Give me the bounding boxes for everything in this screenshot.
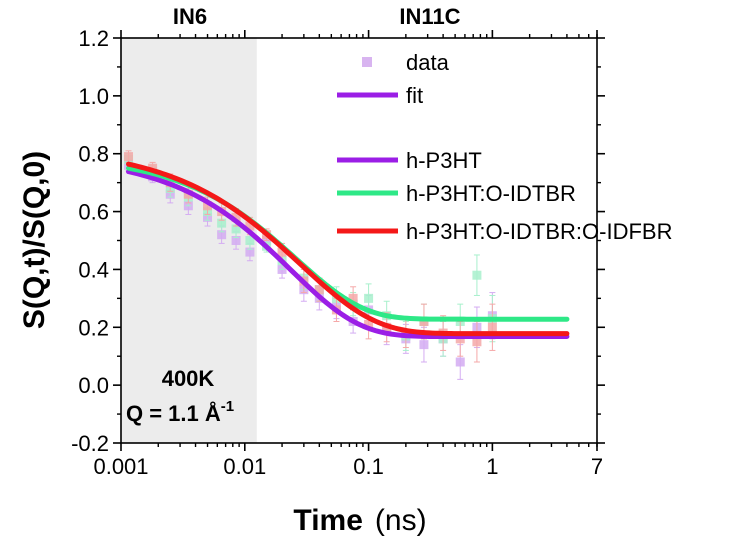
data-point [419,317,429,326]
data-point [245,247,255,257]
annotation-temperature: 400K [162,366,215,391]
data-point [277,247,287,257]
y-tick-label: 0.6 [78,200,109,225]
data-point [217,230,227,240]
data-point [455,357,465,367]
data-point [348,293,358,303]
region-label-in6: IN6 [173,4,207,29]
data-point [419,340,429,350]
data-point [231,212,241,222]
data-point [401,328,411,338]
y-tick-label: 0.4 [78,257,109,282]
data-point [472,337,482,347]
legend-label-0: data [406,50,450,75]
x-tick-label: 7 [591,454,603,479]
x-tick-label: 0.001 [93,454,148,479]
y-tick-label: 0.2 [78,315,109,340]
data-point [487,322,497,332]
region-label-in11c: IN11C [399,4,460,29]
y-tick-label: -0.2 [71,431,109,456]
annotation-q-superscript: -1 [221,398,234,415]
y-tick-label: 1.2 [78,26,109,51]
fit-layer [126,161,570,340]
legend-label-1: fit [406,83,423,108]
legend-marker-data [362,57,372,67]
legend: data fit h-P3HT h-P3HT:O-IDTBR h-P3HT:O-IDTB… [337,50,672,244]
data-point [217,218,227,228]
data-point [231,236,241,245]
y-axis-title: S(Q,t)/S(Q,0) [18,151,51,329]
y-tick-label: 0.8 [78,142,109,167]
x-axis-title-unit: (ns) [375,504,427,537]
fit-curve-0 [126,169,570,340]
x-axis-title-main: Time [293,504,362,537]
axes-layer: -0.2 0.0 0.2 0.4 0.6 0.8 1.0 1.2 0.001 0.01 0.1 1 7 [71,26,605,479]
data-point [472,270,482,280]
legend-label-4: h-P3HT:O-IDTBR:O-IDFBR [406,219,672,244]
data-point [231,224,241,234]
annotation-q-value: Q = 1.1 Å-1 [126,398,234,426]
fit-curve-2 [126,161,570,337]
x-axis-title: Time (ns) [293,504,426,537]
legend-label-2: h-P3HT [406,148,482,173]
data-point [203,201,213,211]
x-tick-label: 0.01 [223,454,266,479]
x-tick-label: 0.1 [353,454,384,479]
legend-label-3: h-P3HT:O-IDTBR [406,181,576,206]
data-point [245,221,255,231]
y-tick-label: 1.0 [78,84,109,109]
data-point [124,152,134,162]
data-point [245,236,255,245]
y-tick-label: 0.0 [78,373,109,398]
annotation-q-prefix: Q = 1.1 Å [126,400,221,426]
data-point [364,319,374,329]
x-tick-label: 1 [486,454,498,479]
data-point [364,293,374,303]
data-point [314,285,324,295]
